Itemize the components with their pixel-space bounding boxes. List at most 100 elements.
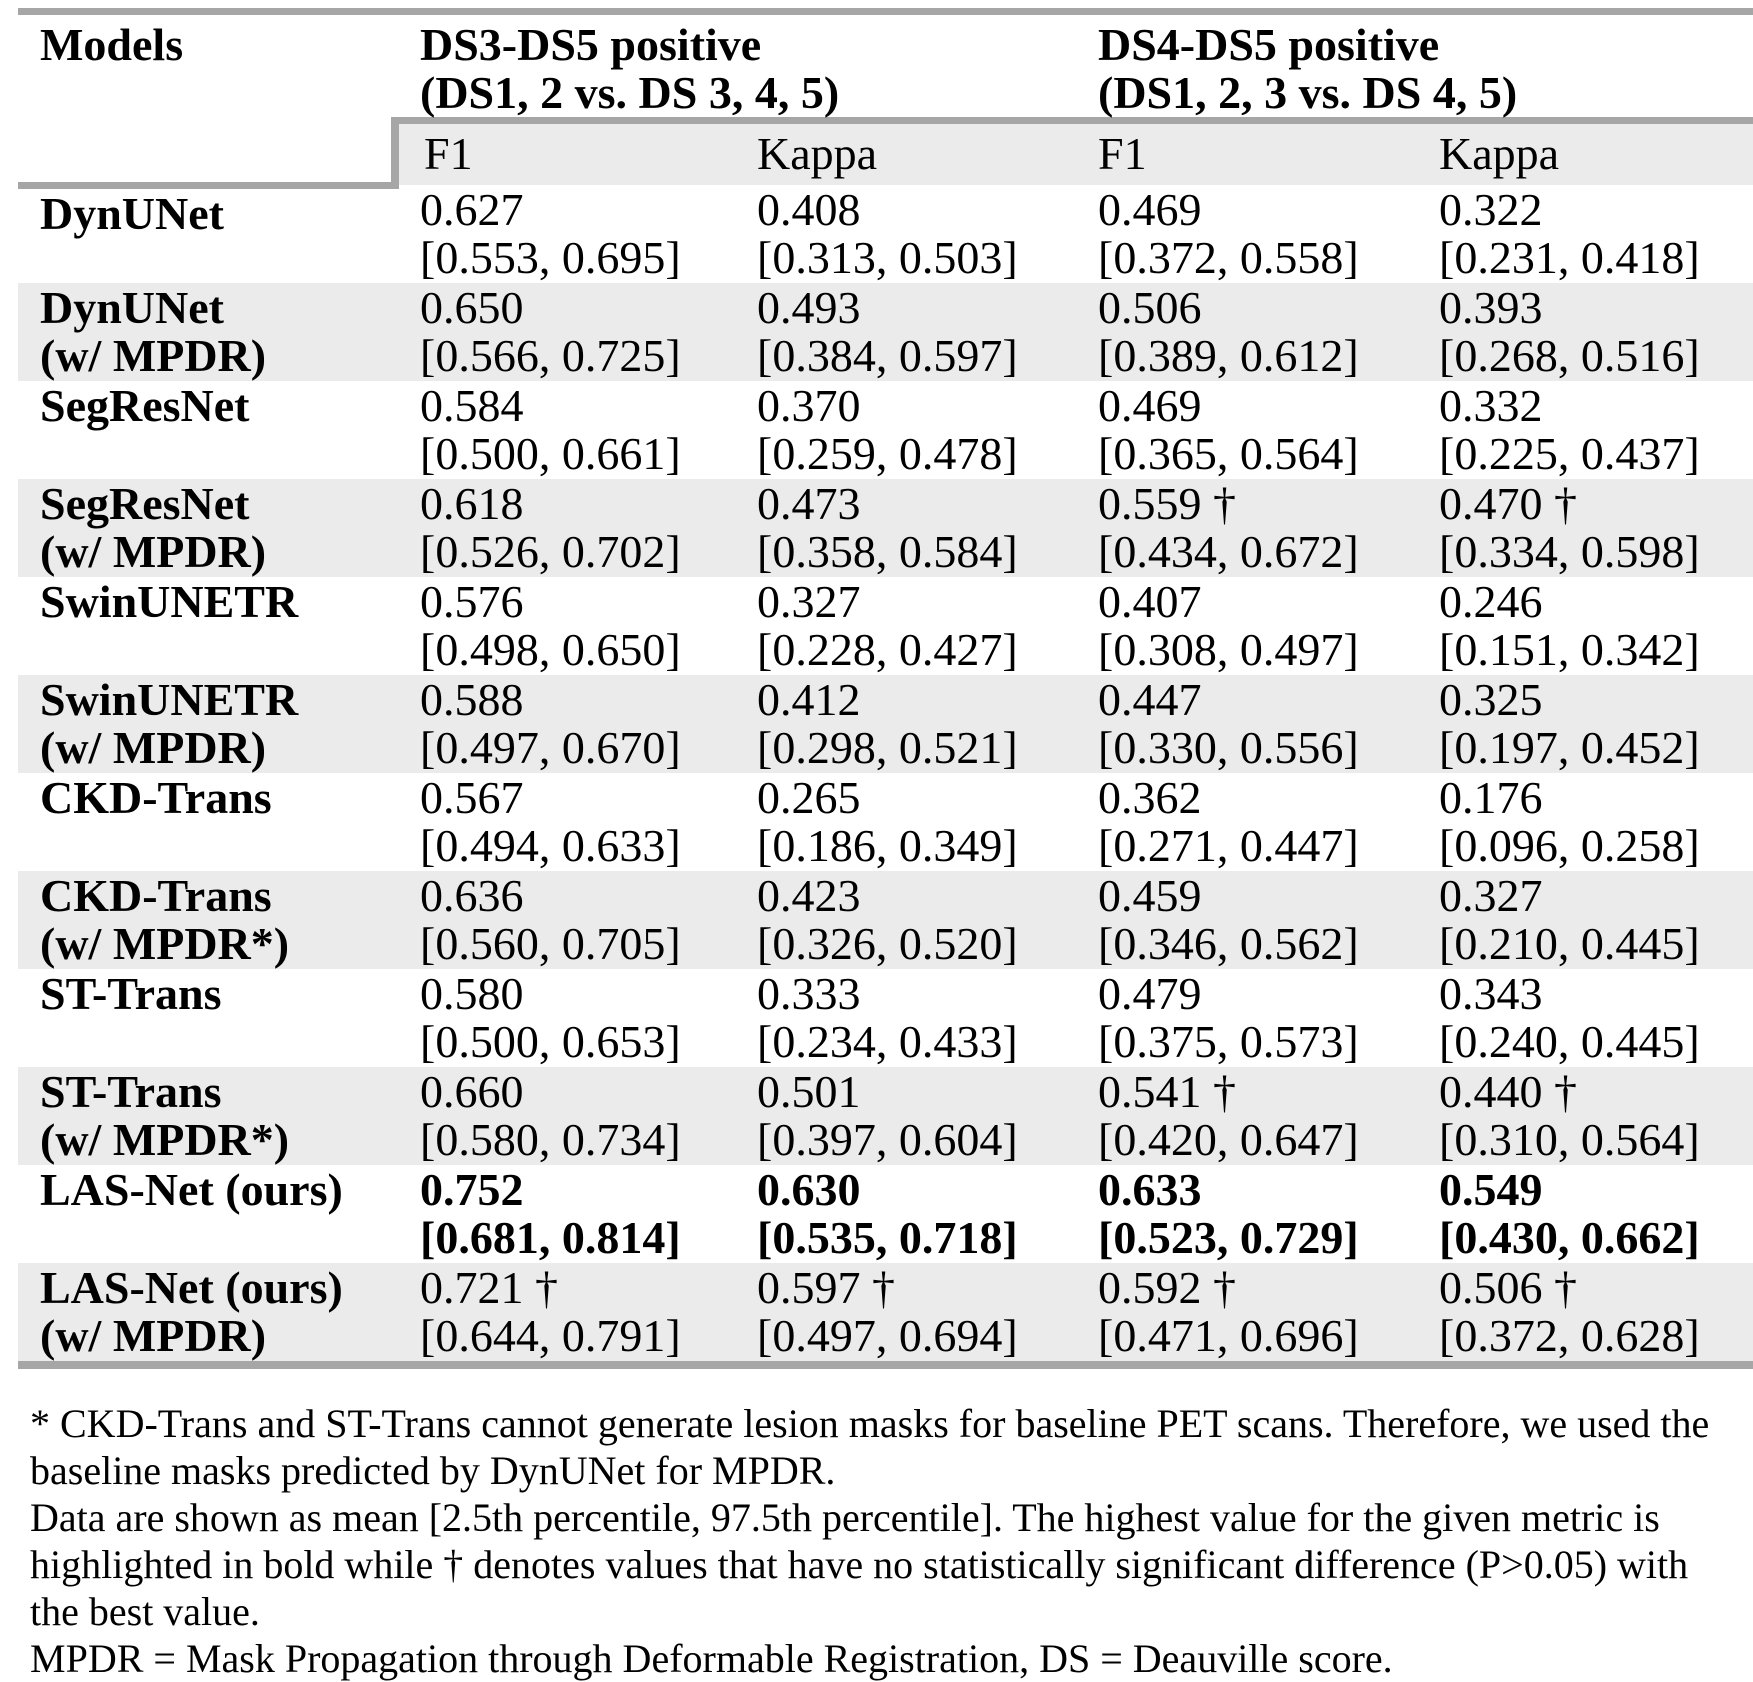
metric-confidence-interval: [0.497, 0.694] <box>757 1310 1018 1361</box>
metric-cell: 0.459 [0.346, 0.562] <box>1073 871 1414 969</box>
metric-confidence-interval: [0.240, 0.445] <box>1439 1016 1700 1067</box>
metric-value: 0.469 <box>1098 380 1202 431</box>
model-name-cell: SegResNet (w/ MPDR) <box>18 479 395 577</box>
table-row: SwinUNETR (w/ MPDR) 0.588 [0.497, 0.670] 0.4… <box>18 675 1753 773</box>
metric-value: 0.506 <box>1098 282 1202 333</box>
group-subtitle: (DS1, 2 vs. DS 3, 4, 5) <box>420 67 840 118</box>
metric-confidence-interval: [0.197, 0.452] <box>1439 722 1700 773</box>
metric-value: 0.470 † <box>1439 478 1577 529</box>
metric-cell: 0.265 [0.186, 0.349] <box>732 773 1073 871</box>
metric-cell: 0.332 [0.225, 0.437] <box>1414 381 1753 479</box>
metric-confidence-interval: [0.535, 0.718] <box>757 1212 1018 1263</box>
metric-confidence-interval: [0.151, 0.342] <box>1439 624 1700 675</box>
metric-confidence-interval: [0.498, 0.650] <box>420 624 681 675</box>
header-group-row: Models DS3-DS5 positive (DS1, 2 vs. DS 3… <box>18 11 1753 189</box>
metric-header-kappa-1: Kappa <box>732 120 1073 185</box>
metric-confidence-interval: [0.372, 0.628] <box>1439 1310 1700 1361</box>
table-row: DynUNet 0.627 [0.553, 0.695] 0.408 [0.313, 0… <box>18 185 1753 283</box>
metric-confidence-interval: [0.560, 0.705] <box>420 918 681 969</box>
metric-confidence-interval: [0.326, 0.520] <box>757 918 1018 969</box>
metric-value: 0.650 <box>420 282 524 333</box>
metric-cell: 0.584 [0.500, 0.661] <box>395 381 732 479</box>
metric-confidence-interval: [0.526, 0.702] <box>420 526 681 577</box>
model-name-variant: (w/ MPDR*) <box>40 918 290 969</box>
table-row: CKD-Trans 0.567 [0.494, 0.633] 0.265 [0.186,… <box>18 773 1753 871</box>
metric-cell: 0.618 [0.526, 0.702] <box>395 479 732 577</box>
metric-cell: 0.501 [0.397, 0.604] <box>732 1067 1073 1165</box>
table-row: SegResNet 0.584 [0.500, 0.661] 0.370 [0.259,… <box>18 381 1753 479</box>
metric-value: 0.721 † <box>420 1262 558 1313</box>
group-subtitle: (DS1, 2, 3 vs. DS 4, 5) <box>1098 67 1518 118</box>
metric-value: 0.630 <box>757 1164 861 1215</box>
footnote-asterisk: * CKD-Trans and ST-Trans cannot generate… <box>30 1401 1710 1493</box>
table-row: ST-Trans (w/ MPDR*) 0.660 [0.580, 0.734] 0.5… <box>18 1067 1753 1165</box>
metric-cell: 0.176 [0.096, 0.258] <box>1414 773 1753 871</box>
metric-value: 0.393 <box>1439 282 1543 333</box>
metric-cell: 0.408 [0.313, 0.503] <box>732 185 1073 283</box>
group-title: DS3-DS5 positive <box>420 19 762 70</box>
model-name-cell: SwinUNETR <box>18 577 395 675</box>
metric-confidence-interval: [0.365, 0.564] <box>1098 428 1359 479</box>
metric-cell: 0.470 † [0.334, 0.598] <box>1414 479 1753 577</box>
metric-cell: 0.597 † [0.497, 0.694] <box>732 1263 1073 1365</box>
metric-cell: 0.343 [0.240, 0.445] <box>1414 969 1753 1067</box>
metric-cell: 0.567 [0.494, 0.633] <box>395 773 732 871</box>
metric-value: 0.327 <box>757 576 861 627</box>
metric-cell: 0.752 [0.681, 0.814] <box>395 1165 732 1263</box>
metric-cell: 0.549 [0.430, 0.662] <box>1414 1165 1753 1263</box>
metric-cell: 0.362 [0.271, 0.447] <box>1073 773 1414 871</box>
metric-cell: 0.580 [0.500, 0.653] <box>395 969 732 1067</box>
metric-value: 0.343 <box>1439 968 1543 1019</box>
table-row: DynUNet (w/ MPDR) 0.650 [0.566, 0.725] 0.493… <box>18 283 1753 381</box>
metric-value: 0.362 <box>1098 772 1202 823</box>
metric-confidence-interval: [0.228, 0.427] <box>757 624 1018 675</box>
table-row: SwinUNETR 0.576 [0.498, 0.650] 0.327 [0.228,… <box>18 577 1753 675</box>
metric-header-f1-1: F1 <box>391 120 732 185</box>
model-name: LAS-Net (ours) <box>40 1164 343 1215</box>
metric-cell: 0.506 [0.389, 0.612] <box>1073 283 1414 381</box>
footnote-data-description: Data are shown as mean [2.5th percentile… <box>30 1495 1689 1634</box>
group-header-ds4-ds5: DS4-DS5 positive (DS1, 2, 3 vs. DS 4, 5) <box>1073 11 1753 124</box>
model-name-variant: (w/ MPDR) <box>40 722 267 773</box>
metric-value: 0.423 <box>757 870 861 921</box>
metric-cell: 0.721 † [0.644, 0.791] <box>395 1263 732 1365</box>
metric-confidence-interval: [0.553, 0.695] <box>420 232 681 283</box>
model-name-cell: LAS-Net (ours) <box>18 1165 395 1263</box>
metric-cell: 0.407 [0.308, 0.497] <box>1073 577 1414 675</box>
metric-confidence-interval: [0.500, 0.661] <box>420 428 681 479</box>
metric-value: 0.592 † <box>1098 1262 1236 1313</box>
metric-confidence-interval: [0.497, 0.670] <box>420 722 681 773</box>
group-title: DS4-DS5 positive <box>1098 19 1440 70</box>
model-name-cell: ST-Trans (w/ MPDR*) <box>18 1067 395 1165</box>
metric-confidence-interval: [0.310, 0.564] <box>1439 1114 1700 1165</box>
metric-cell: 0.393 [0.268, 0.516] <box>1414 283 1753 381</box>
metric-value: 0.327 <box>1439 870 1543 921</box>
metric-confidence-interval: [0.389, 0.612] <box>1098 330 1359 381</box>
table-row: LAS-Net (ours) 0.752 [0.681, 0.814] 0.630 [0… <box>18 1165 1753 1263</box>
metric-value: 0.325 <box>1439 674 1543 725</box>
metric-confidence-interval: [0.471, 0.696] <box>1098 1310 1359 1361</box>
metric-confidence-interval: [0.268, 0.516] <box>1439 330 1700 381</box>
metric-confidence-interval: [0.346, 0.562] <box>1098 918 1359 969</box>
metric-header-f1-2: F1 <box>1073 120 1414 185</box>
model-name-variant: (w/ MPDR) <box>40 526 267 577</box>
metric-confidence-interval: [0.430, 0.662] <box>1439 1212 1700 1263</box>
metric-value: 0.584 <box>420 380 524 431</box>
metric-confidence-interval: [0.298, 0.521] <box>757 722 1018 773</box>
model-name: CKD-Trans <box>40 870 272 921</box>
metric-confidence-interval: [0.330, 0.556] <box>1098 722 1359 773</box>
metric-value: 0.407 <box>1098 576 1202 627</box>
metric-confidence-interval: [0.500, 0.653] <box>420 1016 681 1067</box>
model-name-cell: ST-Trans <box>18 969 395 1067</box>
metric-value: 0.493 <box>757 282 861 333</box>
metric-value: 0.559 † <box>1098 478 1236 529</box>
model-name: SwinUNETR <box>40 674 299 725</box>
table-row: ST-Trans 0.580 [0.500, 0.653] 0.333 [0.234, … <box>18 969 1753 1067</box>
model-name: ST-Trans <box>40 1066 222 1117</box>
results-table: Models DS3-DS5 positive (DS1, 2 vs. DS 3… <box>18 8 1753 1369</box>
model-name: DynUNet <box>40 282 224 333</box>
metric-confidence-interval: [0.566, 0.725] <box>420 330 681 381</box>
metric-value: 0.370 <box>757 380 861 431</box>
metric-header-row: F1 Kappa F1 Kappa <box>18 120 1753 185</box>
metric-confidence-interval: [0.644, 0.791] <box>420 1310 681 1361</box>
